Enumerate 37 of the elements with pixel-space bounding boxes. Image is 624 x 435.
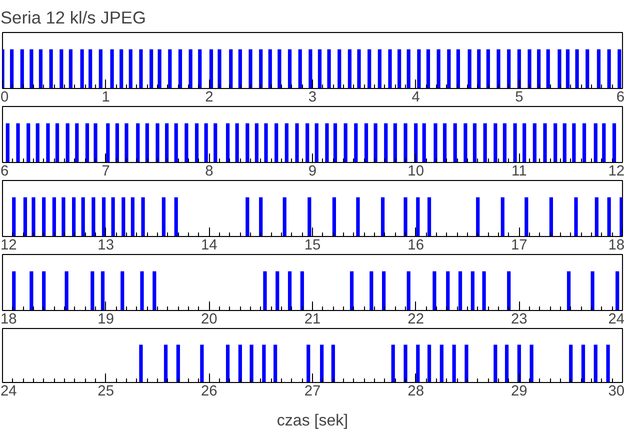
x-tick-label: 19 xyxy=(98,312,114,328)
x-tick-label: 28 xyxy=(408,384,424,400)
x-tick-label: 10 xyxy=(408,164,424,180)
x-tick-label: 0 xyxy=(0,90,9,106)
x-tick-label: 18 xyxy=(0,312,17,328)
chart-title: Seria 12 kl/s JPEG xyxy=(0,8,146,28)
x-tick-label: 23 xyxy=(511,312,528,328)
x-tick-label: 13 xyxy=(98,238,114,254)
x-tick-label: 18 xyxy=(608,238,624,254)
x-tick-label: 25 xyxy=(98,384,114,400)
x-tick-label: 9 xyxy=(308,164,317,180)
x-tick-label: 17 xyxy=(511,238,528,254)
x-tick-label: 12 xyxy=(0,238,17,254)
x-tick-label: 27 xyxy=(304,384,321,400)
x-tick-label: 21 xyxy=(304,312,321,328)
x-tick-label: 7 xyxy=(102,164,110,180)
x-tick-label: 1 xyxy=(102,90,110,106)
x-tick-label: 6 xyxy=(0,164,9,180)
x-tick-label: 29 xyxy=(511,384,528,400)
x-tick-label: 24 xyxy=(608,312,624,328)
x-tick-label: 8 xyxy=(205,164,214,180)
x-tick-label: 16 xyxy=(408,238,424,254)
x-tick-label: 15 xyxy=(304,238,321,254)
x-tick-label: 22 xyxy=(408,312,424,328)
x-axis-title: czas [sek] xyxy=(276,412,348,430)
x-tick-label: 14 xyxy=(201,238,218,254)
x-tick-label: 2 xyxy=(205,90,214,106)
x-tick-label: 6 xyxy=(616,90,624,106)
x-tick-label: 12 xyxy=(608,164,624,180)
x-tick-label: 3 xyxy=(308,90,317,106)
x-tick-label: 24 xyxy=(0,384,17,400)
x-tick-label: 11 xyxy=(512,164,527,180)
x-tick-label: 5 xyxy=(515,90,524,106)
x-tick-label: 4 xyxy=(412,90,420,106)
x-tick-label: 20 xyxy=(201,312,218,328)
x-tick-label: 30 xyxy=(608,384,624,400)
x-tick-label: 26 xyxy=(201,384,218,400)
